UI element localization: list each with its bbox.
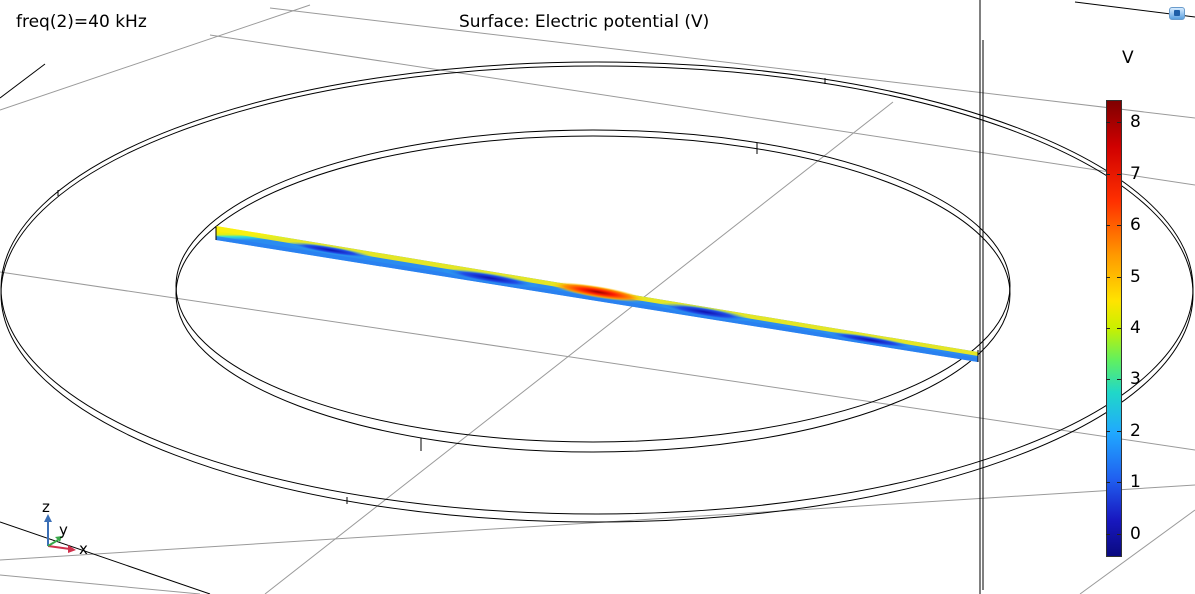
axis-y-label: y [59, 521, 68, 539]
colorbar-tick [1106, 174, 1110, 175]
colorbar-tick [1117, 534, 1121, 535]
colorbar-tick [1117, 225, 1121, 226]
colorbar-tick-label: 6 [1130, 215, 1141, 235]
colorbar-tick [1117, 328, 1121, 329]
colorbar-tick [1106, 122, 1110, 123]
colorbar-tick [1117, 379, 1121, 380]
colorbar-tick [1106, 277, 1110, 278]
colorbar-tick [1106, 482, 1110, 483]
colorbar-tick-label: 4 [1130, 318, 1141, 338]
colorbar-tick-label: 8 [1130, 112, 1141, 132]
colorbar-tick-label: 1 [1130, 472, 1141, 492]
colorbar-tick-label: 3 [1130, 369, 1141, 389]
view-toolbar-icon[interactable] [1169, 7, 1185, 20]
plot-title: Surface: Electric potential (V) [459, 12, 710, 32]
colorbar-tick [1106, 328, 1110, 329]
colorbar-tick [1106, 379, 1110, 380]
inner-ring [175, 129, 1011, 453]
colorbar-unit: V [1122, 48, 1134, 68]
frequency-label: freq(2)=40 kHz [16, 12, 147, 32]
colorbar-tick [1106, 534, 1110, 535]
colorbar-tick [1106, 431, 1110, 432]
colorbar-tick-label: 5 [1130, 267, 1141, 287]
colorbar-tick [1117, 482, 1121, 483]
colorbar-tick [1117, 431, 1121, 432]
axis-x-label: x [79, 540, 88, 558]
potential-strip [215, 226, 979, 362]
colorbar-tick [1117, 277, 1121, 278]
outer-ring [0, 61, 1194, 523]
colorbar-tick [1117, 122, 1121, 123]
axis-triad [44, 514, 76, 553]
colorbar-tick [1117, 174, 1121, 175]
colorbar-tick-label: 7 [1130, 164, 1141, 184]
axis-z-label: z [42, 498, 50, 516]
colorbar-tick-label: 0 [1130, 524, 1141, 544]
colorbar-tick-label: 2 [1130, 421, 1141, 441]
colorbar-tick [1106, 225, 1110, 226]
grid-lines [0, 4, 1195, 594]
